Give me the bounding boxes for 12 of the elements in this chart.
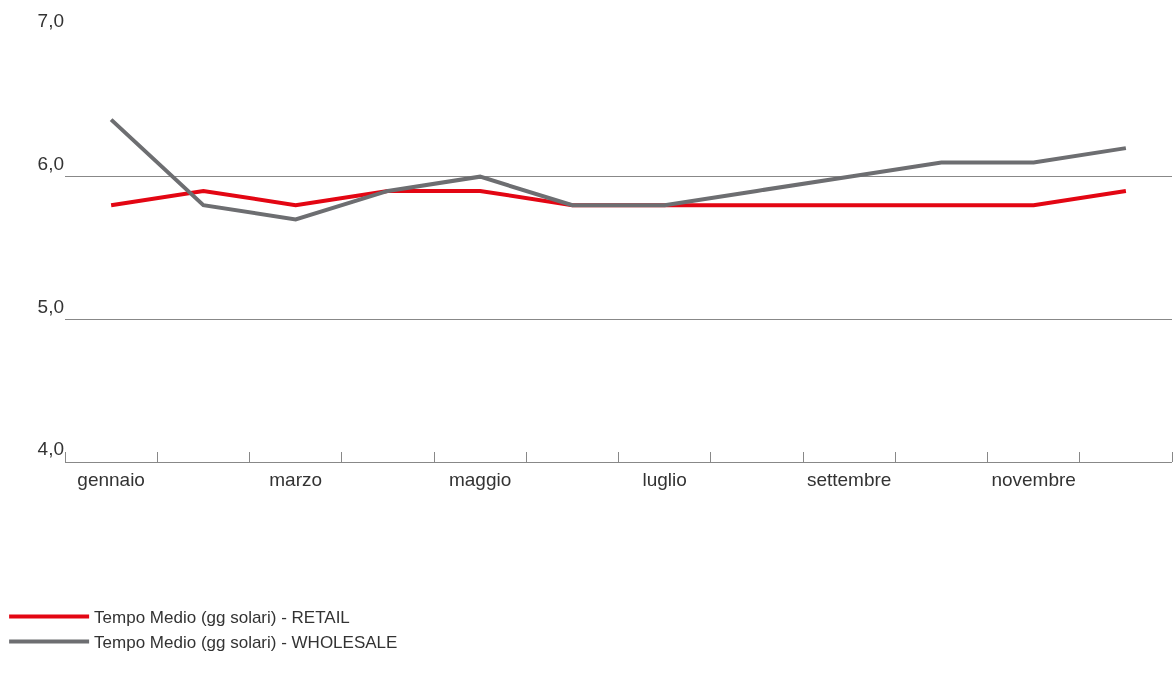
legend-label: Tempo Medio (gg solari) - WHOLESALE [94,633,398,653]
x-tick-label: settembre [806,468,892,490]
y-tick-label: 5,0 [37,295,64,317]
y-tick-label: 6,0 [37,153,64,175]
y-tick-label: 7,0 [37,10,64,32]
y-tick-label: 4,0 [37,438,64,460]
x-tick-label: marzo [269,468,323,490]
legend-label: Tempo Medio (gg solari) - RETAIL [94,608,350,628]
x-tick-label: novembre [991,468,1076,490]
x-tick-label: maggio [448,468,512,490]
x-tick-label: gennaio [77,468,145,490]
x-tick-label: luglio [642,468,687,490]
